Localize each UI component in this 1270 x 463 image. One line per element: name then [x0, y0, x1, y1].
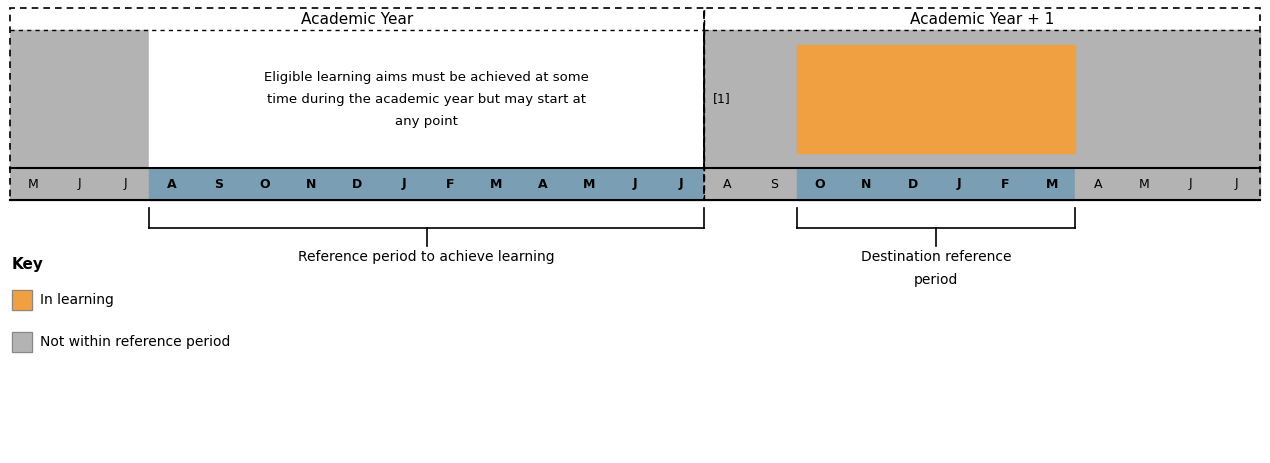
Bar: [705, 30, 1260, 168]
Bar: [11, 332, 32, 352]
Text: J: J: [632, 177, 638, 190]
Text: O: O: [815, 177, 826, 190]
Bar: [11, 332, 32, 352]
Text: A: A: [724, 177, 732, 190]
Text: A: A: [168, 177, 177, 190]
Text: J: J: [77, 177, 81, 190]
Text: F: F: [446, 177, 455, 190]
Text: In learning: In learning: [39, 293, 114, 307]
Text: Key: Key: [11, 257, 44, 272]
Text: M: M: [1139, 177, 1149, 190]
Text: Not within reference period: Not within reference period: [39, 335, 230, 349]
Text: O: O: [259, 177, 271, 190]
Bar: [1074, 168, 1260, 200]
Text: S: S: [213, 177, 222, 190]
Text: Destination reference
period: Destination reference period: [861, 250, 1011, 287]
Bar: [10, 168, 149, 200]
Text: D: D: [908, 177, 918, 190]
Text: Reference period to achieve learning: Reference period to achieve learning: [298, 250, 555, 264]
Text: J: J: [679, 177, 683, 190]
Text: A: A: [1093, 177, 1102, 190]
Bar: [11, 290, 32, 310]
Text: Eligible learning aims must be achieved at some
time during the academic year bu: Eligible learning aims must be achieved …: [264, 70, 589, 127]
Text: J: J: [124, 177, 127, 190]
Text: N: N: [861, 177, 871, 190]
Text: F: F: [1001, 177, 1010, 190]
Bar: [705, 8, 1260, 200]
Text: Academic Year: Academic Year: [301, 12, 413, 27]
Text: Academic Year + 1: Academic Year + 1: [911, 12, 1054, 27]
Text: M: M: [490, 177, 503, 190]
Text: J: J: [401, 177, 406, 190]
Bar: [11, 290, 32, 310]
Text: [1]: [1]: [712, 93, 730, 106]
Text: M: M: [28, 177, 38, 190]
Bar: [149, 168, 705, 200]
Bar: [798, 45, 1074, 153]
Text: M: M: [1045, 177, 1058, 190]
Bar: [705, 168, 798, 200]
Text: N: N: [306, 177, 316, 190]
Text: D: D: [352, 177, 362, 190]
Bar: [798, 168, 1074, 200]
Text: J: J: [1189, 177, 1193, 190]
Text: J: J: [956, 177, 961, 190]
Bar: [10, 8, 705, 200]
Text: J: J: [1234, 177, 1238, 190]
Text: M: M: [583, 177, 594, 190]
Text: S: S: [770, 177, 779, 190]
Bar: [10, 30, 149, 168]
Bar: [149, 30, 705, 168]
Text: A: A: [537, 177, 547, 190]
